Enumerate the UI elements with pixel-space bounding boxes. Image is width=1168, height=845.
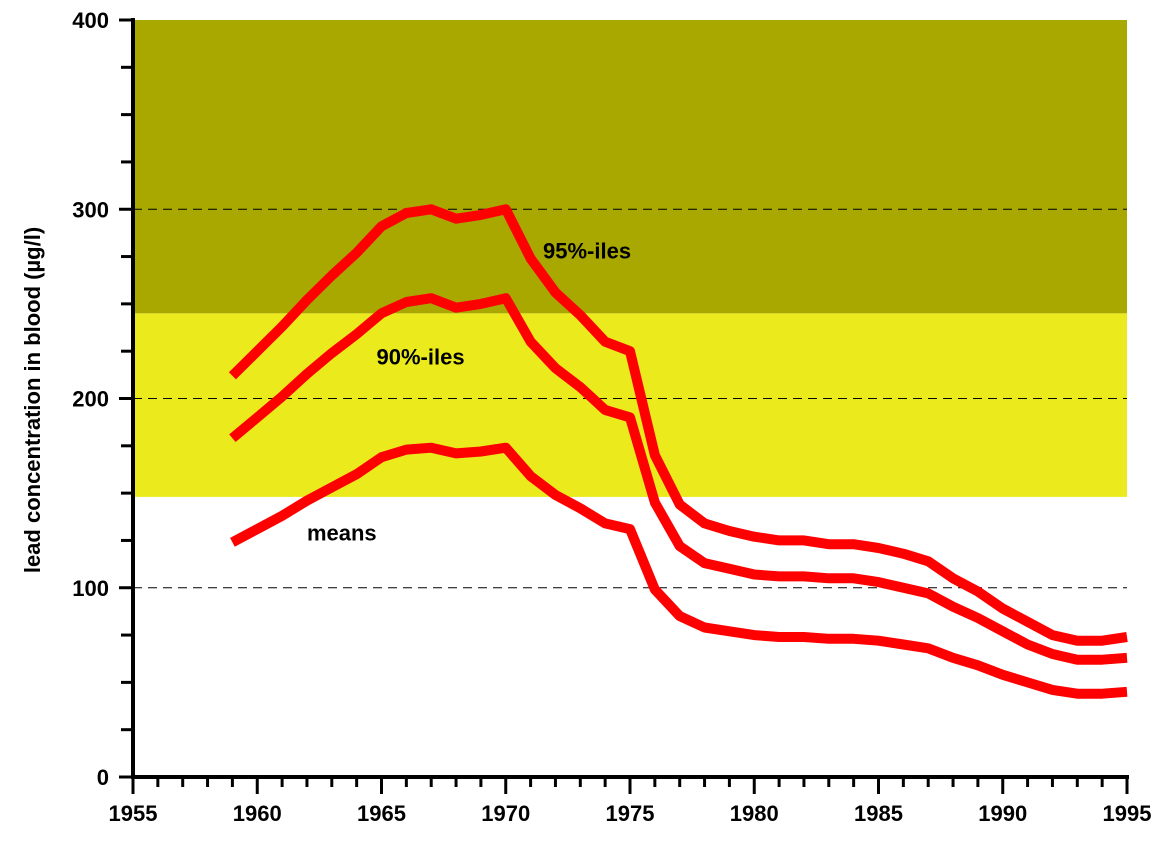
concentration-bands — [133, 20, 1127, 497]
band-0 — [133, 313, 1127, 497]
series-line-1 — [229, 293, 1128, 665]
x-tick-label: 1970 — [481, 801, 530, 826]
annotation-90-iles: 90%-iles — [377, 344, 465, 369]
annotation-95-iles: 95%-iles — [543, 238, 631, 263]
x-tick-label: 1995 — [1103, 801, 1152, 826]
x-tick-label: 1990 — [978, 801, 1027, 826]
x-tick-label: 1960 — [233, 801, 282, 826]
x-tick-label: 1980 — [730, 801, 779, 826]
y-tick-label: 400 — [72, 8, 109, 33]
series-line-0 — [228, 204, 1128, 646]
series-lines — [228, 204, 1128, 699]
annotation-means: means — [307, 520, 377, 545]
series-annotations: 95%-iles 90%-iles means — [307, 238, 631, 545]
x-tick-label: 1975 — [606, 801, 655, 826]
y-tick-label: 300 — [72, 197, 109, 222]
y-tick-label: 0 — [97, 765, 109, 790]
tick-marks — [119, 18, 1129, 794]
x-tick-label: 1965 — [357, 801, 406, 826]
tick-labels: 0 100 200 300 400 1955 1960 1965 1970 1975 1980 198… — [72, 8, 1151, 826]
y-tick-label: 100 — [72, 576, 109, 601]
band-1 — [133, 20, 1127, 314]
x-tick-label: 1985 — [854, 801, 903, 826]
series-line-2 — [230, 442, 1128, 699]
x-tick-label: 1955 — [109, 801, 158, 826]
y-axis-label: lead concentration in blood (µg/l) — [20, 227, 45, 573]
y-tick-label: 200 — [72, 387, 109, 412]
